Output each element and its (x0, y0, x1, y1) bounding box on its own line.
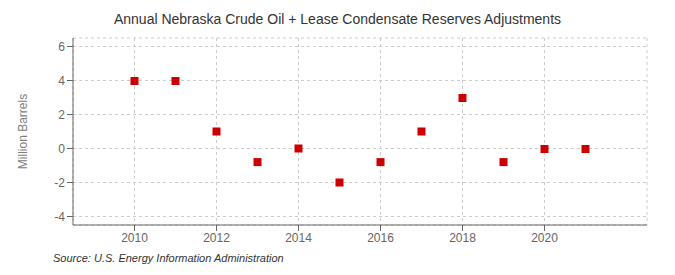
svg-text:2016: 2016 (367, 231, 394, 245)
svg-text:2010: 2010 (121, 231, 148, 245)
svg-text:2018: 2018 (449, 231, 476, 245)
svg-text:-4: -4 (54, 210, 65, 224)
svg-text:2014: 2014 (285, 231, 312, 245)
svg-text:2020: 2020 (531, 231, 558, 245)
html-text:Source: U.S. Energy Informatio: Source: U.S. Energy Information Administ… (53, 252, 284, 264)
svg-text:Million Barrels: Million Barrels (16, 94, 30, 169)
html-text:Annual Nebraska Crude Oil + Le: Annual Nebraska Crude Oil + Lease Conden… (114, 11, 561, 27)
svg-text:6: 6 (58, 40, 65, 54)
svg-text:4: 4 (58, 74, 65, 88)
svg-text:-2: -2 (54, 176, 65, 190)
svg-text:2: 2 (58, 108, 65, 122)
svg-text:0: 0 (58, 142, 65, 156)
svg-text:2012: 2012 (203, 231, 230, 245)
